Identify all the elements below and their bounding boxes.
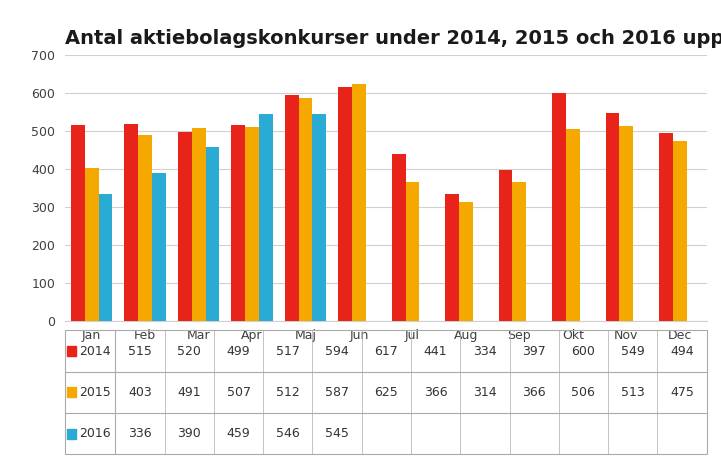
Text: 625: 625 <box>374 386 398 399</box>
Text: 491: 491 <box>177 386 201 399</box>
Text: 366: 366 <box>522 386 546 399</box>
Bar <box>606 112 619 321</box>
Text: 2015: 2015 <box>79 386 111 399</box>
Text: 441: 441 <box>424 345 448 358</box>
Bar <box>192 129 205 321</box>
Bar <box>338 87 352 321</box>
Text: 594: 594 <box>325 345 349 358</box>
Bar <box>99 194 112 321</box>
Bar <box>285 95 298 321</box>
Text: 546: 546 <box>276 427 300 440</box>
Text: 334: 334 <box>473 345 497 358</box>
Bar <box>498 170 513 321</box>
Text: 494: 494 <box>670 345 694 358</box>
Text: 366: 366 <box>424 386 448 399</box>
Bar <box>245 127 259 321</box>
Text: 517: 517 <box>276 345 300 358</box>
Bar <box>124 123 138 321</box>
Bar <box>177 132 192 321</box>
Bar <box>405 182 420 321</box>
Text: 507: 507 <box>226 386 250 399</box>
Text: 336: 336 <box>128 427 152 440</box>
Text: Antal aktiebolagskonkurser under 2014, 2015 och 2016 uppdelat per månad: Antal aktiebolagskonkurser under 2014, 2… <box>65 26 721 48</box>
Text: 545: 545 <box>325 427 349 440</box>
Bar <box>231 125 245 321</box>
Text: 617: 617 <box>374 345 398 358</box>
Bar <box>445 194 459 321</box>
Bar <box>84 168 99 321</box>
Bar <box>138 134 152 321</box>
Text: 515: 515 <box>128 345 152 358</box>
Text: 403: 403 <box>128 386 152 399</box>
Text: 2014: 2014 <box>79 345 111 358</box>
Bar <box>566 129 580 321</box>
Text: 587: 587 <box>325 386 349 399</box>
Text: 390: 390 <box>177 427 201 440</box>
Text: 397: 397 <box>522 345 546 358</box>
Bar <box>352 84 366 321</box>
Bar <box>459 202 473 321</box>
Text: 549: 549 <box>621 345 645 358</box>
Text: 499: 499 <box>226 345 250 358</box>
Text: 506: 506 <box>572 386 596 399</box>
Bar <box>392 154 405 321</box>
Text: 520: 520 <box>177 345 201 358</box>
Text: 475: 475 <box>670 386 694 399</box>
Bar <box>259 114 273 321</box>
Text: 459: 459 <box>226 427 250 440</box>
Text: 2016: 2016 <box>79 427 111 440</box>
Bar <box>673 140 687 321</box>
Bar <box>298 98 312 321</box>
Text: 600: 600 <box>572 345 596 358</box>
Text: 314: 314 <box>473 386 497 399</box>
Bar <box>152 173 166 321</box>
Bar <box>71 125 84 321</box>
Bar <box>312 114 327 321</box>
Bar <box>552 93 566 321</box>
Bar <box>513 182 526 321</box>
Bar <box>619 126 633 321</box>
Bar <box>205 147 219 321</box>
Text: 512: 512 <box>276 386 300 399</box>
Text: 513: 513 <box>621 386 645 399</box>
Bar <box>659 134 673 321</box>
